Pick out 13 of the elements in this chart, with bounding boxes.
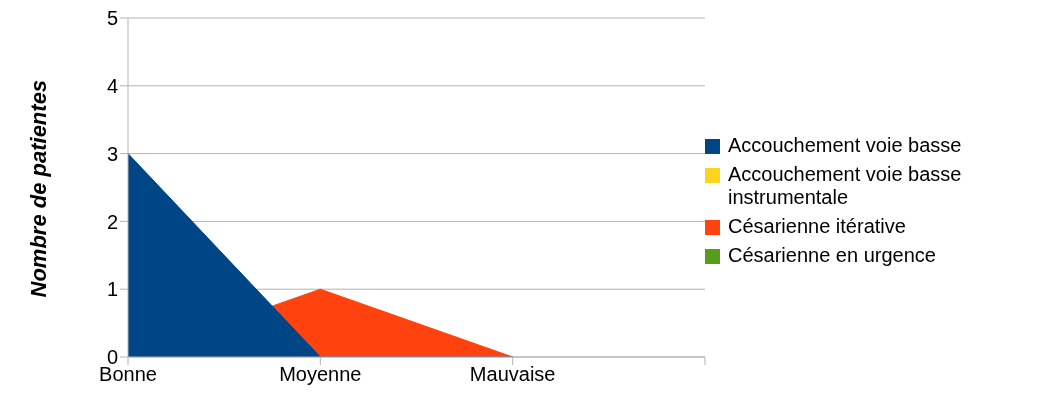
y-tick-label: 4: [106, 74, 118, 97]
legend-label: Accouchement voie basse instrumentale: [728, 163, 963, 209]
y-tick-label: 5: [106, 7, 118, 30]
x-tick-label: Mauvaise: [469, 363, 556, 386]
legend-label: Césarienne en urgence: [728, 244, 936, 267]
y-axis-title: Nombre de patientes: [25, 79, 51, 298]
y-tick-label: 1: [106, 278, 118, 301]
y-tick-label: 2: [106, 210, 118, 233]
legend-label: Accouchement voie basse: [728, 134, 962, 157]
y-tick-label: 3: [106, 142, 118, 165]
x-tick-label: Bonne: [99, 363, 157, 386]
x-tick-label: Moyenne: [279, 363, 362, 386]
legend-label: Césarienne itérative: [728, 215, 906, 238]
